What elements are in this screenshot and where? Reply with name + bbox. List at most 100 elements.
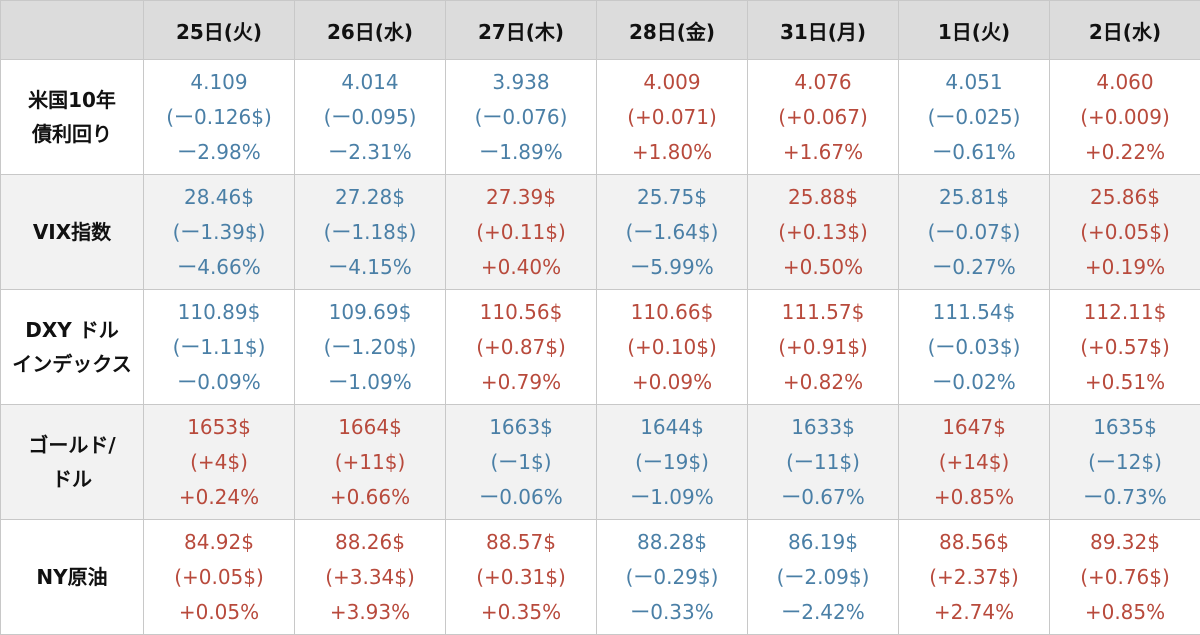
cell-value: 112.11$ bbox=[1050, 295, 1200, 330]
cell-percent: ー0.02% bbox=[899, 365, 1049, 400]
data-cell: 4.051(ー0.025)ー0.61% bbox=[899, 60, 1050, 175]
cell-percent: +0.24% bbox=[144, 480, 294, 515]
cell-change: (ー0.025) bbox=[899, 100, 1049, 135]
cell-change: (+2.37$) bbox=[899, 560, 1049, 595]
cell-value: 4.076 bbox=[748, 65, 898, 100]
data-cell: 4.014(ー0.095)ー2.31% bbox=[295, 60, 446, 175]
cell-percent: ー0.27% bbox=[899, 250, 1049, 285]
cell-percent: ー0.06% bbox=[446, 480, 596, 515]
cell-change: (+0.05$) bbox=[144, 560, 294, 595]
cell-percent: +0.05% bbox=[144, 595, 294, 630]
row-label: 米国10年債利回り bbox=[1, 60, 144, 175]
cell-value: 4.109 bbox=[144, 65, 294, 100]
cell-percent: +0.51% bbox=[1050, 365, 1200, 400]
row-label-text: 債利回り bbox=[32, 122, 112, 146]
cell-percent: ー2.31% bbox=[295, 135, 445, 170]
cell-percent: +0.85% bbox=[1050, 595, 1200, 630]
cell-value: 88.56$ bbox=[899, 525, 1049, 560]
row-label-text: ゴールド/ bbox=[28, 433, 115, 457]
cell-value: 27.28$ bbox=[295, 180, 445, 215]
row-label: VIX指数 bbox=[1, 175, 144, 290]
cell-percent: ー5.99% bbox=[597, 250, 747, 285]
cell-percent: +0.66% bbox=[295, 480, 445, 515]
row-label-text: DXY ドル bbox=[25, 318, 118, 342]
cell-change: (ー12$) bbox=[1050, 445, 1200, 480]
data-cell: 1663$(ー1$)ー0.06% bbox=[446, 405, 597, 520]
cell-percent: +0.19% bbox=[1050, 250, 1200, 285]
date-header: 26日(水) bbox=[295, 1, 446, 60]
cell-change: (ー0.29$) bbox=[597, 560, 747, 595]
table-row: VIX指数 28.46$(ー1.39$)ー4.66%27.28$(ー1.18$)ー… bbox=[1, 175, 1200, 290]
cell-change: (ー0.095) bbox=[295, 100, 445, 135]
cell-value: 84.92$ bbox=[144, 525, 294, 560]
cell-percent: ー2.42% bbox=[748, 595, 898, 630]
table-header: 25日(火)26日(水)27日(木)28日(金)31日(月)1日(火)2日(水) bbox=[1, 1, 1200, 60]
cell-value: 1663$ bbox=[446, 410, 596, 445]
cell-percent: +1.67% bbox=[748, 135, 898, 170]
cell-percent: +0.22% bbox=[1050, 135, 1200, 170]
cell-change: (+0.067) bbox=[748, 100, 898, 135]
cell-value: 86.19$ bbox=[748, 525, 898, 560]
data-cell: 84.92$(+0.05$)+0.05% bbox=[144, 520, 295, 635]
data-cell: 110.56$(+0.87$)+0.79% bbox=[446, 290, 597, 405]
cell-change: (ー1.20$) bbox=[295, 330, 445, 365]
cell-percent: ー1.09% bbox=[295, 365, 445, 400]
cell-change: (ー1$) bbox=[446, 445, 596, 480]
table-row: NY原油 84.92$(+0.05$)+0.05%88.26$(+3.34$)+3… bbox=[1, 520, 1200, 635]
cell-change: (ー0.07$) bbox=[899, 215, 1049, 250]
data-cell: 28.46$(ー1.39$)ー4.66% bbox=[144, 175, 295, 290]
data-cell: 86.19$(ー2.09$)ー2.42% bbox=[748, 520, 899, 635]
row-label-text: 米国10年 bbox=[28, 88, 116, 112]
cell-change: (ー0.03$) bbox=[899, 330, 1049, 365]
cell-value: 110.89$ bbox=[144, 295, 294, 330]
cell-value: 88.28$ bbox=[597, 525, 747, 560]
cell-value: 1647$ bbox=[899, 410, 1049, 445]
data-cell: 25.81$(ー0.07$)ー0.27% bbox=[899, 175, 1050, 290]
cell-change: (ー2.09$) bbox=[748, 560, 898, 595]
cell-change: (+0.57$) bbox=[1050, 330, 1200, 365]
cell-value: 3.938 bbox=[446, 65, 596, 100]
cell-percent: ー1.09% bbox=[597, 480, 747, 515]
data-cell: 25.86$(+0.05$)+0.19% bbox=[1050, 175, 1200, 290]
data-cell: 88.28$(ー0.29$)ー0.33% bbox=[597, 520, 748, 635]
cell-change: (ー1.11$) bbox=[144, 330, 294, 365]
cell-percent: +0.40% bbox=[446, 250, 596, 285]
cell-value: 1653$ bbox=[144, 410, 294, 445]
data-cell: 88.57$(+0.31$)+0.35% bbox=[446, 520, 597, 635]
cell-value: 110.56$ bbox=[446, 295, 596, 330]
cell-value: 111.57$ bbox=[748, 295, 898, 330]
data-cell: 3.938(ー0.076)ー1.89% bbox=[446, 60, 597, 175]
row-label-text: VIX指数 bbox=[33, 220, 111, 244]
cell-change: (+4$) bbox=[144, 445, 294, 480]
cell-percent: +0.79% bbox=[446, 365, 596, 400]
data-cell: 1644$(ー19$)ー1.09% bbox=[597, 405, 748, 520]
cell-percent: +3.93% bbox=[295, 595, 445, 630]
row-label-text: NY原油 bbox=[36, 565, 107, 589]
cell-value: 25.75$ bbox=[597, 180, 747, 215]
cell-change: (+0.91$) bbox=[748, 330, 898, 365]
cell-percent: ー1.89% bbox=[446, 135, 596, 170]
cell-change: (+0.13$) bbox=[748, 215, 898, 250]
cell-percent: +0.35% bbox=[446, 595, 596, 630]
data-cell: 88.26$(+3.34$)+3.93% bbox=[295, 520, 446, 635]
cell-value: 28.46$ bbox=[144, 180, 294, 215]
cell-value: 27.39$ bbox=[446, 180, 596, 215]
header-corner-cell bbox=[1, 1, 144, 60]
cell-percent: +1.80% bbox=[597, 135, 747, 170]
cell-value: 25.86$ bbox=[1050, 180, 1200, 215]
data-cell: 25.75$(ー1.64$)ー5.99% bbox=[597, 175, 748, 290]
cell-value: 88.57$ bbox=[446, 525, 596, 560]
cell-change: (ー0.126$) bbox=[144, 100, 294, 135]
row-label: DXY ドルインデックス bbox=[1, 290, 144, 405]
data-cell: 109.69$(ー1.20$)ー1.09% bbox=[295, 290, 446, 405]
cell-change: (+3.34$) bbox=[295, 560, 445, 595]
date-header: 2日(水) bbox=[1050, 1, 1200, 60]
data-cell: 27.28$(ー1.18$)ー4.15% bbox=[295, 175, 446, 290]
date-header: 27日(木) bbox=[446, 1, 597, 60]
cell-value: 1644$ bbox=[597, 410, 747, 445]
cell-change: (+0.10$) bbox=[597, 330, 747, 365]
cell-value: 4.051 bbox=[899, 65, 1049, 100]
